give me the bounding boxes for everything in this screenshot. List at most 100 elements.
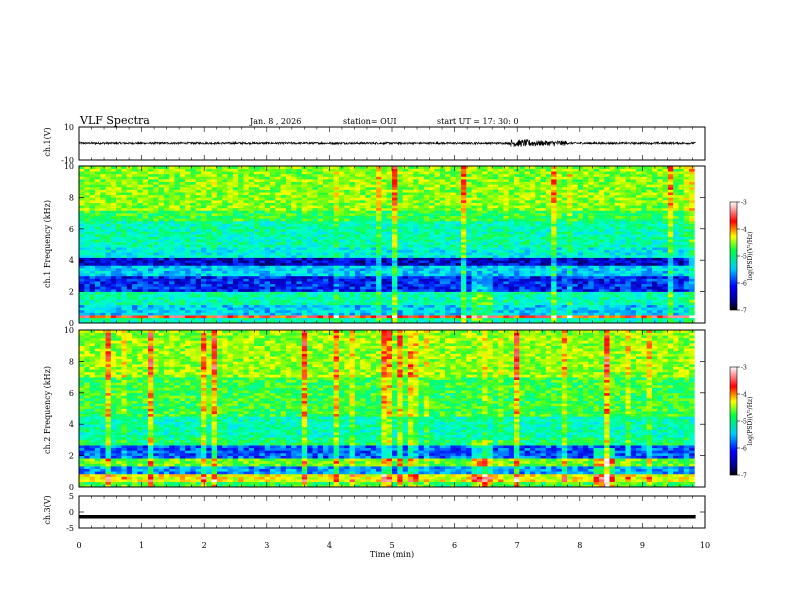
- spectrogram-cell: [116, 307, 122, 311]
- spectrogram-cell: [264, 270, 271, 274]
- spectrogram-cell: [222, 315, 228, 319]
- spectrogram-cell: [673, 260, 679, 264]
- spectrogram-cell: [360, 288, 366, 292]
- spectrogram-cell: [333, 281, 340, 285]
- spectrogram-cell: [211, 247, 218, 251]
- spectrogram-cell: [646, 260, 653, 264]
- spectrogram-cell: [572, 291, 578, 295]
- spectrogram-cell: [158, 317, 165, 321]
- spectrogram-cell: [132, 275, 138, 279]
- spectrogram-cell: [614, 291, 621, 295]
- spectrogram-cell: [142, 317, 149, 321]
- spectrogram-cell: [158, 218, 165, 222]
- spectrogram-cell: [630, 257, 637, 261]
- spectrogram-cell: [349, 302, 356, 305]
- spectrogram-cell: [84, 262, 90, 266]
- spectrogram-cell: [307, 262, 313, 266]
- spectrogram-cell: [572, 260, 578, 264]
- spectrogram-cell: [79, 273, 85, 277]
- spectrogram-cell: [84, 309, 90, 313]
- spectrogram-cell: [386, 234, 393, 237]
- spectrogram-cell: [153, 304, 159, 308]
- spectrogram-cell: [614, 220, 621, 224]
- spectrogram-cell: [689, 228, 695, 232]
- spectrogram-cell: [450, 254, 456, 258]
- spectrogram-cell: [498, 226, 504, 230]
- spectrogram-cell: [604, 302, 610, 305]
- spectrogram-cell: [338, 226, 345, 230]
- spectrogram-cell: [683, 252, 690, 256]
- spectrogram-cell: [646, 278, 653, 282]
- spectrogram-cell: [445, 234, 451, 237]
- spectrogram-cell: [344, 260, 350, 264]
- spectrogram-cell: [450, 291, 456, 295]
- spectrogram-cell: [514, 288, 520, 292]
- spectrogram-cell: [423, 281, 430, 285]
- spectrogram-cell: [238, 239, 244, 243]
- spectrogram-cell: [79, 307, 85, 311]
- spectrogram-cell: [434, 252, 441, 256]
- spectrogram-cell: [667, 239, 674, 243]
- spectrogram-cell: [657, 304, 663, 308]
- spectrogram-cell: [211, 228, 218, 232]
- spectrogram-cell: [572, 215, 578, 219]
- spectrogram-cell: [535, 241, 541, 245]
- spectrogram-cell: [84, 213, 90, 217]
- spectrogram-cell: [232, 299, 239, 303]
- spectrogram-cell: [121, 236, 128, 240]
- spectrogram-cell: [84, 231, 90, 235]
- spectrogram-cell: [397, 304, 403, 308]
- spectrogram-cell: [487, 299, 494, 303]
- spectrogram-cell: [312, 260, 319, 264]
- spectrogram-cell: [338, 278, 345, 282]
- spectrogram-cell: [651, 268, 658, 271]
- spectrogram-cell: [142, 270, 149, 274]
- spectrogram-cell: [126, 320, 133, 324]
- spectrogram-cell: [476, 220, 483, 224]
- spectrogram-cell: [100, 265, 106, 269]
- spectrogram-cell: [429, 278, 435, 282]
- spectrogram-cell: [169, 304, 175, 308]
- spectrogram-cell: [232, 270, 239, 274]
- spectrogram-cell: [545, 236, 552, 240]
- spectrogram-cell: [259, 283, 265, 287]
- spectrogram-cell: [630, 320, 637, 324]
- spectrogram-cell: [620, 226, 626, 230]
- spectrogram-cell: [636, 302, 642, 305]
- spectrogram-cell: [402, 307, 409, 311]
- spectrogram-cell: [338, 247, 345, 251]
- spectrogram-cell: [551, 262, 557, 266]
- spectrogram-cell: [333, 231, 340, 235]
- spectrogram-cell: [195, 215, 202, 219]
- spectrogram-cell: [487, 234, 494, 237]
- spectrogram-cell: [275, 275, 281, 279]
- spectrogram-cell: [545, 281, 552, 285]
- spectrogram-cell: [323, 275, 329, 279]
- spectrogram-cell: [402, 294, 409, 298]
- spectrogram-cell: [349, 254, 356, 258]
- spectrogram-cell: [243, 304, 250, 308]
- spectrogram-cell: [471, 215, 478, 219]
- spectrogram-cell: [657, 260, 663, 264]
- spectrogram-cell: [195, 307, 202, 311]
- spectrogram-cell: [232, 268, 239, 271]
- spectrogram-cell: [232, 223, 239, 227]
- spectrogram-cell: [386, 223, 393, 227]
- spectrogram-cell: [508, 218, 515, 222]
- spectrogram-cell: [535, 236, 541, 240]
- spectrogram-cell: [450, 281, 456, 285]
- spectrogram-cell: [593, 226, 600, 230]
- spectrogram-cell: [174, 231, 181, 235]
- spectrogram-cell: [381, 307, 387, 311]
- spectrogram-cell: [445, 228, 451, 232]
- spectrogram-cell: [169, 265, 175, 269]
- spectrogram-cell: [153, 254, 159, 258]
- spectrogram-cell: [689, 239, 695, 243]
- spectrogram-cell: [354, 273, 361, 277]
- spectrogram-cell: [110, 281, 117, 285]
- spectrogram-cell: [254, 288, 260, 292]
- spectrogram-cell: [418, 265, 425, 269]
- spectrogram-cell: [673, 273, 679, 277]
- spectrogram-cell: [238, 220, 244, 224]
- spectrogram-cell: [651, 291, 658, 295]
